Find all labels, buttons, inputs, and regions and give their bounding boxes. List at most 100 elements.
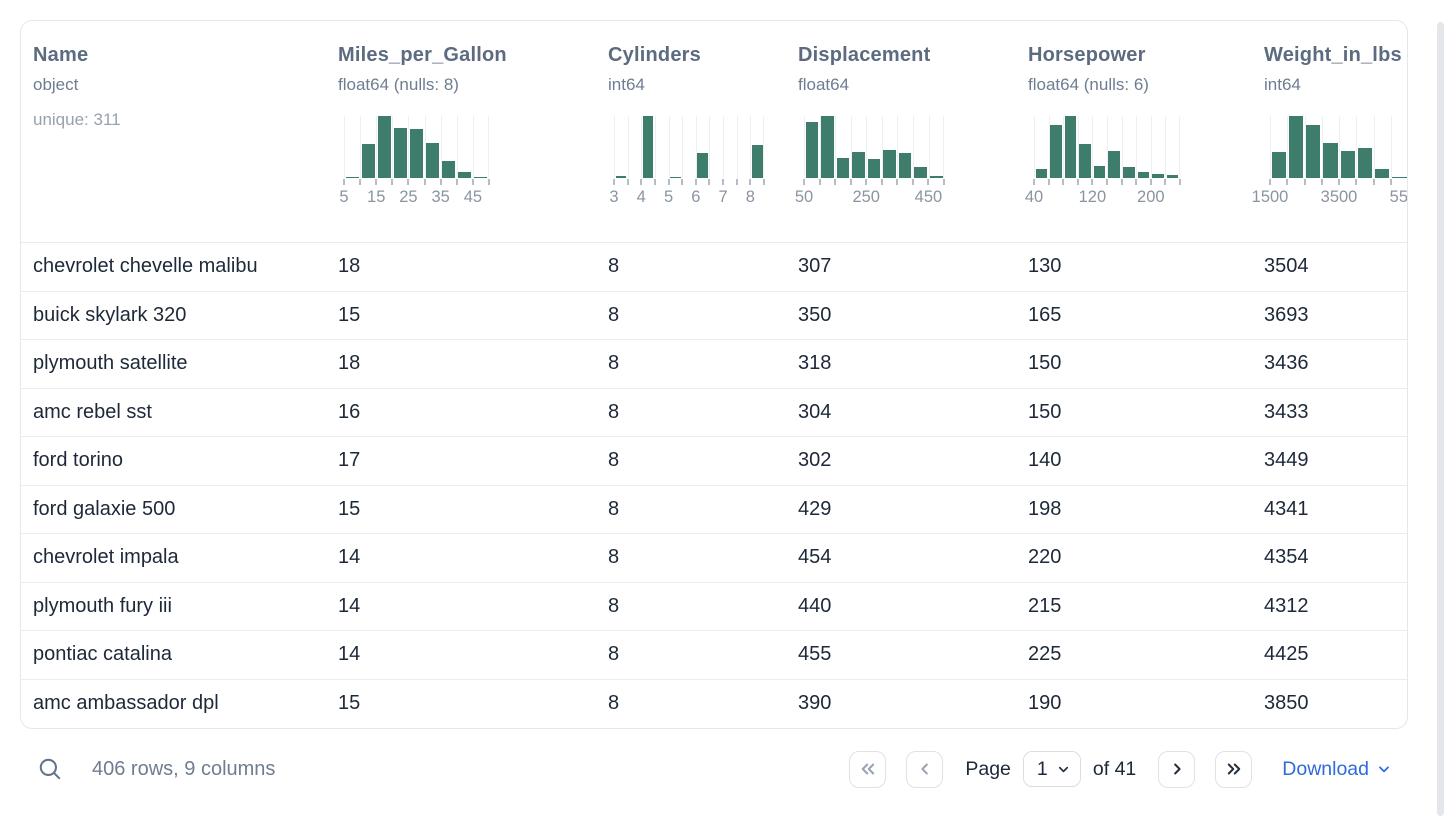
histogram-bar [361, 143, 375, 178]
cell-weight-in-lbs: 3449 [1264, 449, 1309, 472]
search-button[interactable] [36, 755, 64, 783]
histogram-horsepower[interactable]: 40 120 200 [1025, 116, 1181, 206]
column-header-name[interactable]: Name object unique: 311 [21, 44, 338, 242]
histogram-bin [1048, 116, 1064, 178]
download-label: Download [1282, 757, 1369, 780]
axis-tick [1033, 179, 1035, 185]
histogram-bar [1137, 172, 1150, 178]
histogram-bin [1321, 116, 1339, 178]
histogram-bars [344, 116, 489, 178]
histogram-bin [835, 116, 851, 178]
axis-tick [1135, 179, 1138, 185]
column-header-cylinders[interactable]: Cylinders int64 3 4 5 6 7 8 [608, 44, 798, 242]
cell-displacement: 318 [798, 352, 832, 375]
histogram-miles-per-gallon[interactable]: 5 15 25 35 45 [339, 116, 490, 206]
column-type: int64 [608, 75, 645, 94]
cell-name: plymouth satellite [33, 352, 188, 375]
column-name: Horsepower [1028, 44, 1146, 66]
cell-horsepower: 225 [1028, 643, 1062, 666]
first-page-button[interactable] [849, 750, 887, 788]
column-type: object [33, 75, 79, 94]
axis-tick [455, 179, 458, 185]
axis-tick [1389, 179, 1392, 185]
table-row: pontiac catalina 14 8 455 225 4425 [21, 631, 1407, 680]
axis-tick-label: 5500 [1389, 188, 1408, 206]
chevron-right-icon [1173, 763, 1181, 775]
histogram-bin [928, 116, 945, 178]
histogram-axis-labels: 5 15 25 35 45 [339, 188, 489, 206]
histogram-bin [881, 116, 898, 178]
cell-miles-per-gallon: 14 [338, 594, 361, 617]
histogram-bin [1063, 116, 1078, 178]
previous-page-button[interactable] [906, 750, 944, 788]
axis-tick [653, 179, 656, 185]
chevron-left-icon [921, 763, 928, 775]
cell-displacement: 440 [798, 594, 832, 617]
histogram-bin [408, 116, 424, 178]
cell-miles-per-gallon: 18 [338, 352, 361, 375]
table-row: amc rebel sst 16 8 304 150 3433 [21, 389, 1407, 437]
axis-tick [1149, 179, 1152, 185]
histogram-bin [750, 116, 764, 178]
cell-displacement: 390 [798, 692, 832, 715]
table-row: ford torino 17 8 302 140 3449 [21, 437, 1407, 486]
histogram-bin [1121, 116, 1137, 178]
histogram-bin [1136, 116, 1151, 178]
cell-name: ford galaxie 500 [33, 497, 176, 520]
axis-tick [735, 179, 738, 185]
next-page-button[interactable] [1158, 750, 1196, 788]
cell-cylinders: 8 [608, 400, 620, 423]
histogram-bar [1288, 116, 1303, 178]
axis-tick [1286, 179, 1289, 185]
axis-tick [640, 179, 643, 185]
axis-tick-label: 450 [914, 188, 943, 206]
histogram-bar [474, 176, 488, 178]
axis-tick [1179, 179, 1181, 185]
download-button[interactable]: Download [1282, 758, 1392, 781]
axis-tick [896, 179, 899, 185]
histogram-bin [1304, 116, 1322, 178]
axis-tick [613, 179, 615, 185]
axis-tick [880, 179, 883, 185]
axis-tick [911, 179, 914, 185]
axis-tick-label: 35 [431, 188, 450, 206]
axis-tick-label: 3 [609, 188, 619, 206]
column-header-miles-per-gallon[interactable]: Miles_per_Gallon float64 (nulls: 8) 5 15 25 3… [338, 44, 608, 242]
histogram-bin [1106, 116, 1122, 178]
histogram-bar [1357, 148, 1372, 178]
axis-tick-label: 6 [691, 188, 701, 206]
page-scrollbar[interactable] [1437, 22, 1444, 816]
histogram-bars [804, 116, 944, 178]
axis-tick [834, 179, 837, 185]
axis-tick-label: 120 [1078, 188, 1107, 206]
cell-displacement: 350 [798, 303, 832, 326]
axis-tick [1338, 179, 1340, 185]
table-header-row: Name object unique: 311 Miles_per_Gallon flo… [21, 21, 1408, 243]
histogram-axis [803, 178, 945, 185]
chevrons-right-icon [1227, 763, 1240, 775]
cell-horsepower: 165 [1028, 303, 1062, 326]
axis-tick [391, 179, 394, 185]
cell-name: amc rebel sst [33, 400, 152, 423]
column-header-horsepower[interactable]: Horsepower float64 (nulls: 6) 40 120 200 [1025, 44, 1264, 242]
table-row: chevrolet impala 14 8 454 220 4354 [21, 534, 1407, 583]
cell-cylinders: 8 [608, 352, 620, 375]
histogram-axis [1033, 178, 1181, 185]
column-type: int64 [1264, 75, 1301, 94]
axis-tick [927, 179, 930, 185]
cell-miles-per-gallon: 14 [338, 546, 361, 569]
histogram-displacement[interactable]: 50 250 450 [795, 116, 945, 206]
last-page-button[interactable] [1215, 750, 1253, 788]
histogram-bin [1092, 116, 1107, 178]
column-header-weight-in-lbs[interactable]: Weight_in_lbs int64 1500 3500 5500 [1252, 44, 1408, 242]
histogram-axis [343, 178, 490, 185]
cell-weight-in-lbs: 3436 [1264, 352, 1309, 375]
cell-horsepower: 150 [1028, 400, 1062, 423]
page-select[interactable]: 1 [1022, 751, 1081, 787]
axis-tick [818, 179, 821, 185]
column-header-displacement[interactable]: Displacement float64 50 250 450 [795, 44, 1028, 242]
axis-tick-label: 45 [463, 188, 483, 206]
histogram-weight-in-lbs[interactable]: 1500 3500 5500 [1252, 116, 1408, 206]
histogram-bin [424, 116, 441, 178]
